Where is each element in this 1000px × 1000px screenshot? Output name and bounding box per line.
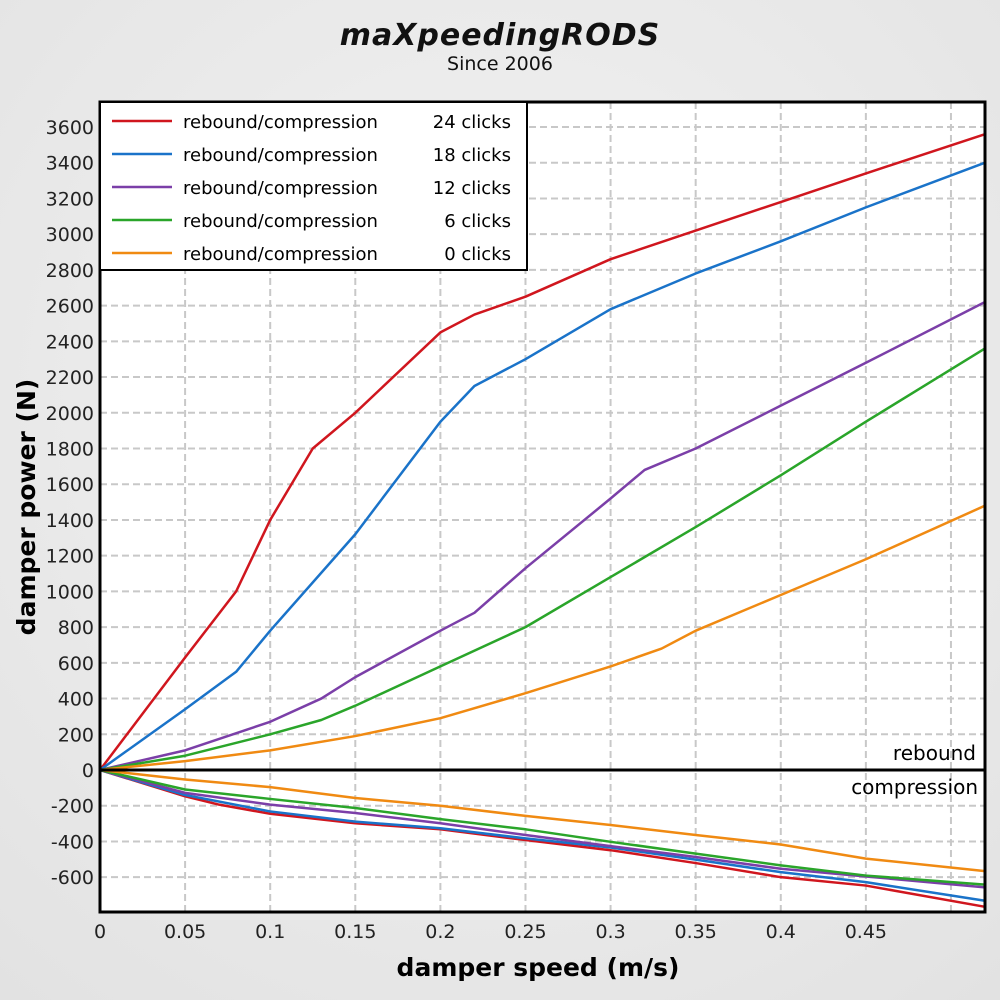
y-tick-label: -600 xyxy=(51,867,94,889)
series-24-clicks-compression-line xyxy=(99,768,986,909)
x-tick-label: 0.35 xyxy=(675,921,717,943)
series-18-clicks-compression-line xyxy=(99,768,986,902)
x-tick-label: 0.4 xyxy=(766,921,796,943)
y-tick-label: 1000 xyxy=(46,581,94,603)
y-tick-label: 2400 xyxy=(46,331,94,353)
axis-ticks: 3600340032003000280026002400220020001800… xyxy=(46,117,887,943)
series-18-clicks-rebound-line xyxy=(99,161,986,772)
rebound-label: rebound xyxy=(893,741,976,765)
y-tick-label: 3200 xyxy=(46,188,94,210)
x-tick-label: 0.25 xyxy=(504,921,546,943)
legend-series-name: rebound/compression xyxy=(183,112,378,133)
y-tick-label: 3600 xyxy=(46,117,94,139)
x-axis-label: damper speed (m/s) xyxy=(397,953,680,982)
y-tick-label: 200 xyxy=(58,724,94,746)
x-tick-label: 0.15 xyxy=(334,921,376,943)
y-tick-label: 2800 xyxy=(46,260,94,282)
logo-tagline: Since 2006 xyxy=(447,53,553,75)
series-12-clicks-compression-line xyxy=(99,768,986,889)
compression-label: compression xyxy=(851,775,978,799)
series-6-clicks-compression-line xyxy=(99,768,986,886)
y-tick-label: 1800 xyxy=(46,439,94,461)
y-tick-label: 600 xyxy=(58,653,94,675)
series-24-clicks-rebound-line xyxy=(99,132,986,771)
legend-series-name: rebound/compression xyxy=(183,178,378,199)
x-tick-label: 0 xyxy=(94,921,106,943)
y-tick-label: 2200 xyxy=(46,367,94,389)
series-lines xyxy=(99,132,986,909)
y-axis-label: damper power (N) xyxy=(12,379,41,636)
y-tick-label: 0 xyxy=(82,760,94,782)
logo-text: maXpeedingRODS xyxy=(339,18,661,53)
y-tick-label: 3000 xyxy=(46,224,94,246)
legend-clicks: 6 clicks xyxy=(444,211,511,232)
x-tick-label: 0.3 xyxy=(595,921,625,943)
y-tick-label: -400 xyxy=(51,831,94,853)
y-tick-label: 1600 xyxy=(46,474,94,496)
legend-clicks: 24 clicks xyxy=(433,112,511,133)
series-6-clicks-rebound-line xyxy=(99,347,986,772)
brand-logo: maXpeedingRODS Since 2006 xyxy=(0,18,1000,75)
legend-series-name: rebound/compression xyxy=(183,244,378,265)
legend-clicks: 12 clicks xyxy=(433,178,511,199)
y-tick-label: 3400 xyxy=(46,153,94,175)
y-tick-label: 1200 xyxy=(46,546,94,568)
legend-series-name: rebound/compression xyxy=(183,211,378,232)
legend: rebound/compression 24 clicks rebound/comp… xyxy=(99,101,528,271)
series-0-clicks-compression-line xyxy=(99,768,986,873)
x-tick-label: 0.05 xyxy=(164,921,206,943)
y-tick-label: 400 xyxy=(58,689,94,711)
legend-clicks: 0 clicks xyxy=(444,244,511,265)
y-tick-label: 2600 xyxy=(46,296,94,318)
y-tick-label: 800 xyxy=(58,617,94,639)
y-tick-label: -200 xyxy=(51,796,94,818)
y-tick-label: 1400 xyxy=(46,510,94,532)
plot-frame xyxy=(98,100,987,914)
x-tick-label: 0.1 xyxy=(255,921,285,943)
legend-series-name: rebound/compression xyxy=(183,145,378,166)
series-0-clicks-rebound-line xyxy=(99,504,986,772)
x-tick-label: 0.45 xyxy=(845,921,887,943)
x-tick-label: 0.2 xyxy=(425,921,455,943)
y-tick-label: 2000 xyxy=(46,403,94,425)
legend-clicks: 18 clicks xyxy=(433,145,511,166)
series-12-clicks-rebound-line xyxy=(99,300,986,772)
